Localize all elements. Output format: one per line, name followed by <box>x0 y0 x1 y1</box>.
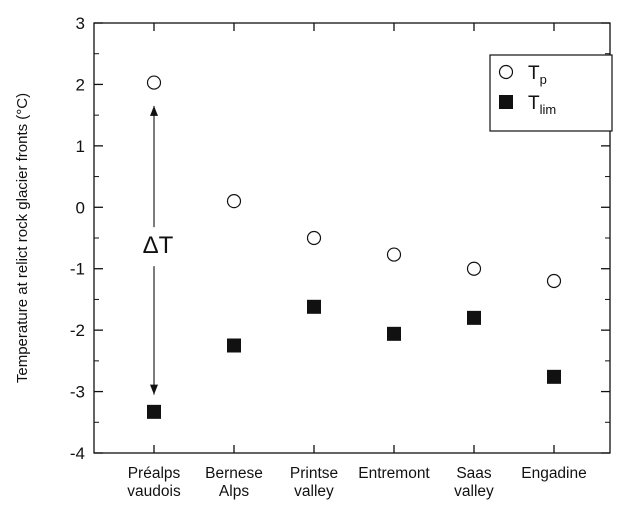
legend-label: Tp <box>528 63 547 87</box>
delta-t-label: ΔT <box>143 232 174 259</box>
legend-tlim-marker <box>499 95 513 109</box>
legend-label: Tlim <box>528 93 556 117</box>
legend-subscript: lim <box>540 102 557 117</box>
legend-subscript: p <box>540 72 547 87</box>
tlim-point <box>547 369 561 384</box>
delta-t-annotation: ΔT <box>143 105 174 395</box>
tlim-point <box>387 326 401 341</box>
arrowhead-down <box>150 384 158 395</box>
tlim-point <box>147 404 161 419</box>
tp-point <box>146 75 162 90</box>
legend-symbol: T <box>528 63 540 84</box>
x-category-label: Printse <box>290 465 338 482</box>
x-category-label: valley <box>294 483 334 500</box>
x-category-label: vaudois <box>127 483 181 500</box>
y-axis: 3 2 1 0 -1 -2 -3 -4 <box>70 14 610 463</box>
y-tick-label: 0 <box>76 198 85 217</box>
tp-point <box>386 247 402 262</box>
x-category-label: valley <box>454 483 494 500</box>
y-tick-label: -1 <box>70 260 85 279</box>
legend-tp-marker <box>498 64 514 80</box>
y-tick-label: -4 <box>70 444 85 463</box>
x-category-label: Saas <box>456 465 492 482</box>
x-category-label: Préalps <box>128 465 181 482</box>
x-category-label: Entremont <box>358 465 430 482</box>
legend-symbol: T <box>528 93 540 114</box>
y-tick-label: 3 <box>76 14 85 33</box>
tp-point <box>306 230 322 246</box>
arrowhead-up <box>150 105 158 116</box>
x-category-label: Alps <box>219 483 249 500</box>
tlim-point <box>227 338 241 353</box>
x-axis: PréalpsvaudoisBerneseAlpsPrintsevalleyEn… <box>127 23 587 500</box>
tp-point <box>546 273 562 289</box>
data-points <box>146 75 562 419</box>
tp-point <box>466 261 482 276</box>
x-category-label: Bernese <box>205 465 263 482</box>
y-axis-label: Temperature at relict rock glacier front… <box>14 93 31 383</box>
y-tick-label: 1 <box>76 137 85 156</box>
x-category-label: Engadine <box>521 465 587 482</box>
tlim-point <box>307 299 321 314</box>
y-tick-label: -2 <box>70 321 85 340</box>
y-tick-label: 2 <box>76 75 85 94</box>
y-tick-label: -3 <box>70 383 85 402</box>
tlim-point <box>467 310 481 325</box>
tp-point <box>226 194 242 209</box>
